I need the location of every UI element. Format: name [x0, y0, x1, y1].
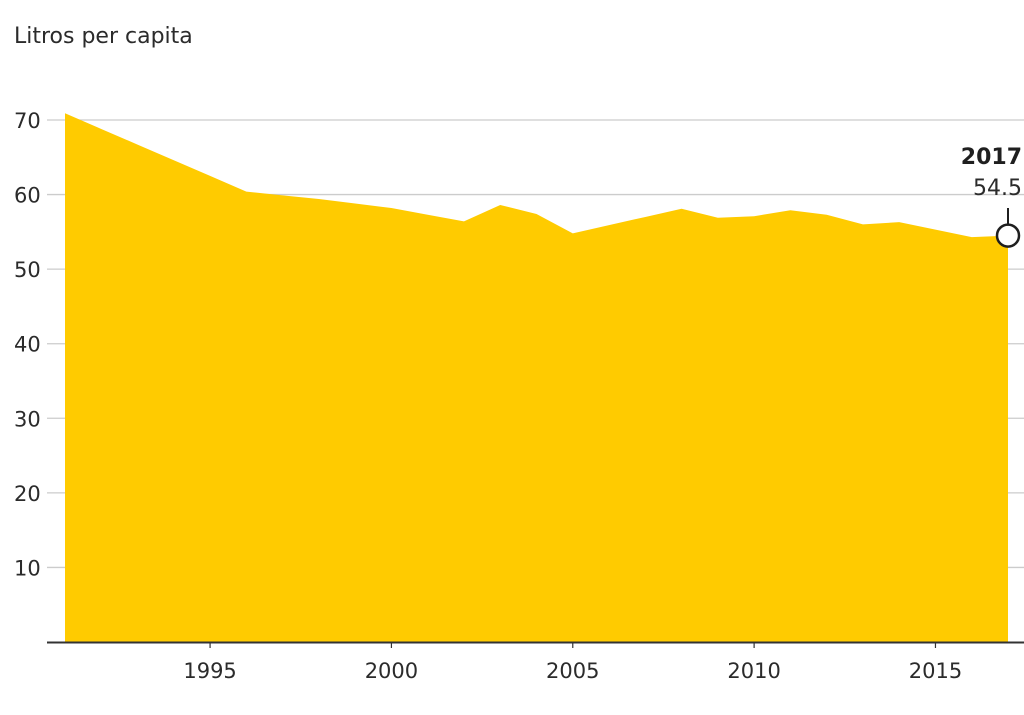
y-axis-ticks: 10 20 30 40 50 60 70: [14, 109, 41, 580]
y-tick-label: 60: [14, 184, 41, 208]
y-tick-label: 50: [14, 258, 41, 282]
y-tick-label: 40: [14, 333, 41, 357]
x-tick-label: 2005: [546, 659, 599, 683]
y-tick-label: 70: [14, 109, 41, 133]
unit-label: Litros per capita: [14, 24, 193, 49]
area-series: [65, 113, 1008, 643]
x-tick-label: 2000: [365, 659, 418, 683]
y-tick-label: 20: [14, 482, 41, 506]
y-tick-label: 10: [14, 556, 41, 580]
annotation-year: 2017: [961, 145, 1022, 170]
x-tick-label: 1995: [183, 659, 236, 683]
y-tick-label: 30: [14, 407, 41, 431]
last-value-annotation: 2017 54.5: [961, 145, 1022, 248]
x-tick-label: 2010: [727, 659, 780, 683]
x-tick-label: 2015: [909, 659, 962, 683]
annotation-marker: [995, 223, 1021, 248]
x-axis-ticks: 1995 2000 2005 2010 2015: [183, 642, 962, 683]
annotation-value: 54.5: [973, 176, 1022, 201]
